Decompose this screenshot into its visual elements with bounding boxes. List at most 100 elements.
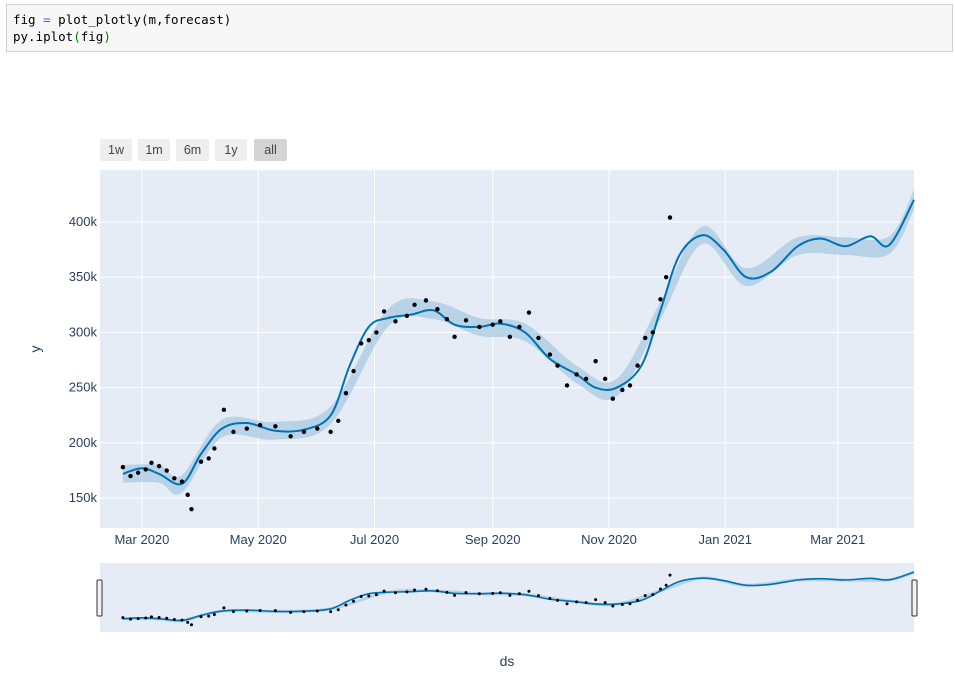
slider-point — [491, 591, 495, 595]
data-point — [444, 316, 450, 322]
range-button-6m[interactable]: 6m — [176, 139, 209, 161]
data-point — [658, 297, 663, 302]
range-slider-right-handle[interactable] — [911, 579, 918, 617]
plot-area[interactable] — [100, 170, 914, 528]
y-tick-label: 400k — [69, 214, 98, 229]
range-button-1y[interactable]: 1y — [215, 139, 247, 161]
code-var: fig — [13, 12, 36, 27]
slider-point — [517, 592, 521, 596]
data-point — [128, 473, 133, 479]
code-arg: fig — [80, 29, 104, 44]
slider-point — [149, 615, 153, 619]
slider-band — [122, 570, 914, 623]
slider-point — [172, 618, 176, 622]
code-operator: = — [43, 12, 51, 27]
slider-point — [157, 615, 161, 619]
slider-point — [413, 588, 417, 592]
slider-point — [121, 616, 125, 620]
slider-point — [435, 589, 439, 593]
slider-point — [245, 609, 249, 613]
data-point — [343, 390, 349, 396]
range-slider-left-handle[interactable] — [96, 579, 103, 617]
slider-point — [643, 594, 647, 598]
slider-point — [445, 590, 449, 594]
observed-points — [120, 215, 673, 512]
data-point — [164, 468, 169, 473]
slider-point — [374, 593, 378, 597]
slider-point — [144, 616, 148, 620]
data-point — [336, 418, 341, 424]
data-point — [328, 429, 333, 435]
x-tick-label: May 2020 — [230, 532, 287, 547]
slider-point — [464, 591, 468, 595]
slider-point — [231, 610, 235, 614]
data-point — [149, 460, 154, 466]
slider-point — [548, 596, 552, 600]
x-tick-label: Nov 2020 — [581, 532, 637, 547]
code-line-1: fig = plot_plotly(m,forecast) — [13, 11, 952, 28]
x-tick-label: Jul 2020 — [350, 532, 399, 547]
x-tick-label: Mar 2020 — [114, 532, 169, 547]
slider-point — [498, 591, 502, 595]
slider-point — [636, 598, 640, 602]
forecast-line-path — [122, 199, 915, 486]
slider-point — [393, 591, 397, 595]
data-point — [244, 426, 249, 431]
data-point — [257, 423, 263, 428]
data-point — [273, 424, 278, 429]
data-point — [231, 429, 236, 435]
slider-point — [575, 600, 579, 604]
slider-point — [658, 587, 662, 591]
range-button-1m[interactable]: 1m — [138, 139, 170, 161]
y-tick-label: 200k — [69, 435, 98, 450]
slider-line — [122, 571, 915, 622]
slider-point — [199, 615, 203, 619]
data-point — [602, 376, 608, 382]
code-cell[interactable]: fig = plot_plotly(m,forecast) py.iplot(f… — [6, 4, 953, 52]
data-point — [452, 334, 457, 340]
range-button-all[interactable]: all — [254, 139, 287, 161]
slider-point — [222, 606, 226, 610]
data-point — [517, 324, 522, 330]
data-point — [198, 459, 204, 464]
y-tick-labels: 150k 200k 250k 300k 350k 400k — [69, 214, 98, 505]
range-slider-preview — [121, 570, 915, 627]
code-call-2: py.iplot — [13, 29, 74, 44]
slider-point — [258, 608, 262, 612]
slider-point — [584, 601, 588, 605]
data-point — [301, 429, 307, 435]
x-tick-label: Sep 2020 — [465, 532, 521, 547]
data-point — [635, 363, 640, 368]
data-point — [179, 479, 185, 484]
data-point — [189, 507, 194, 512]
range-slider[interactable] — [100, 563, 914, 632]
data-point — [526, 310, 532, 315]
slider-point — [359, 595, 363, 599]
data-point — [143, 467, 148, 472]
data-point — [643, 335, 648, 341]
slider-point — [405, 590, 409, 594]
data-point — [423, 298, 429, 303]
data-point — [583, 376, 589, 382]
slider-point — [367, 594, 371, 598]
slider-point — [620, 602, 624, 606]
y-tick-label: 150k — [69, 490, 98, 505]
slider-point — [536, 594, 540, 598]
uncertainty-band — [122, 189, 914, 495]
data-point — [620, 387, 625, 393]
slider-point — [594, 598, 598, 602]
range-button-1w[interactable]: 1w — [100, 139, 132, 161]
slider-point — [180, 618, 184, 622]
slider-point — [207, 614, 211, 618]
data-point — [593, 358, 598, 364]
data-point — [358, 341, 364, 346]
slider-point — [565, 602, 569, 606]
data-point — [381, 309, 387, 314]
slider-point — [556, 598, 560, 602]
y-axis-title: y — [27, 346, 43, 353]
data-point — [185, 492, 190, 498]
data-point — [374, 330, 379, 335]
slider-point — [186, 620, 190, 624]
code-paren-open: ( — [73, 29, 81, 44]
slider-point — [382, 589, 386, 593]
